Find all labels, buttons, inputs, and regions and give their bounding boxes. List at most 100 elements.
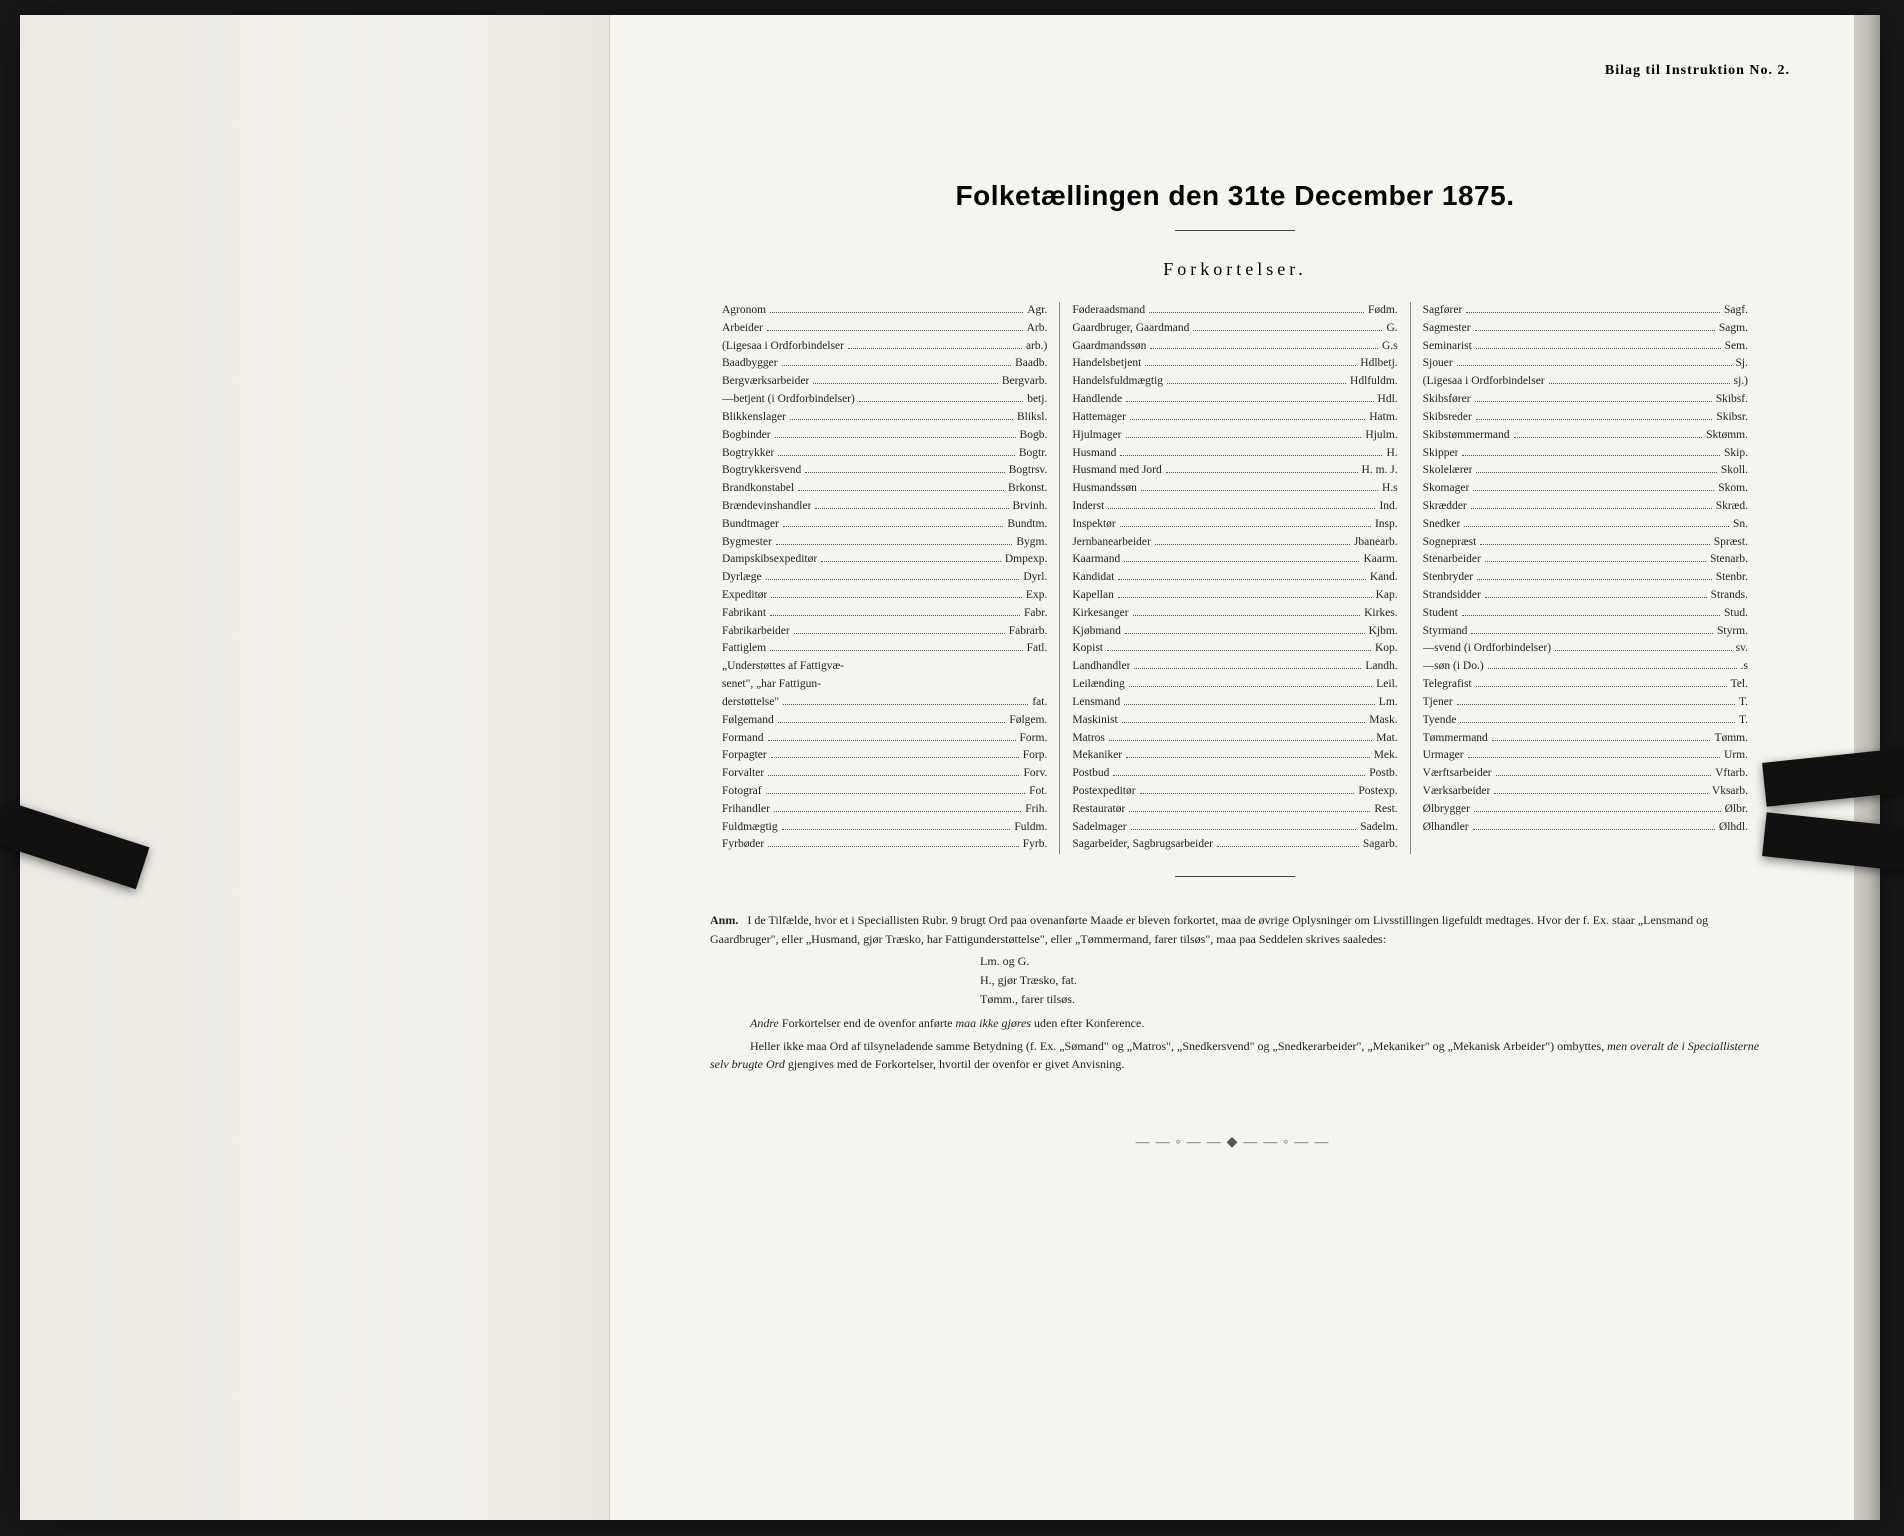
abbrev-row: ArbeiderArb. (722, 320, 1047, 338)
abbrev-term: Matros (1072, 730, 1105, 748)
leader-dots (1475, 330, 1715, 331)
abbrev-row: —betjent (i Ordforbindelser)betj. (722, 391, 1047, 409)
abbrev-term: Stenbryder (1423, 569, 1473, 587)
right-page: Bilag til Instruktion No. 2. Folketællin… (610, 15, 1880, 1520)
abbrev-short: Vksarb. (1712, 783, 1748, 801)
abbrev-short: Bundtm. (1007, 516, 1047, 534)
abbrev-term: —søn (i Do.) (1423, 658, 1484, 676)
abbrev-term: derstøttelse" (722, 694, 779, 712)
abbrev-short: Mask. (1369, 712, 1397, 730)
leader-dots (1494, 793, 1708, 794)
abbrev-row: ForvalterForv. (722, 765, 1047, 783)
leader-dots (1129, 686, 1373, 687)
leader-dots (1109, 740, 1372, 741)
abbrev-short: Urm. (1724, 747, 1748, 765)
leader-dots (1471, 633, 1713, 634)
abbrev-short: Tømm. (1714, 730, 1748, 748)
leader-dots (1126, 437, 1362, 438)
leader-dots (782, 829, 1011, 830)
anm-ex2: H., gjør Træsko, fat. (980, 971, 1760, 990)
leader-dots (1149, 312, 1364, 313)
leader-dots (771, 757, 1019, 758)
leader-dots (1217, 846, 1359, 847)
leader-dots (1496, 775, 1711, 776)
abbrev-row: FøderaadsmandFødm. (1072, 302, 1397, 320)
leader-dots (1457, 365, 1732, 366)
abbrev-row: Sagarbeider, SagbrugsarbeiderSagarb. (1072, 836, 1397, 854)
abbrev-short: Bergvarb. (1002, 373, 1047, 391)
abbrev-short: Sagf. (1724, 302, 1748, 320)
abbrev-row: FuldmægtigFuldm. (722, 819, 1047, 837)
leader-dots (1193, 330, 1382, 331)
abbrev-term: —svend (i Ordforbindelser) (1423, 640, 1551, 658)
anm-ex1: Lm. og G. (980, 952, 1760, 971)
abbrev-row: BogtrykkersvendBogtrsv. (722, 462, 1047, 480)
abbrev-term: Landhandler (1072, 658, 1130, 676)
abbrev-short: Ølbr. (1725, 801, 1748, 819)
abbrev-row: HandlendeHdl. (1072, 391, 1397, 409)
abbrev-term: Kopist (1072, 640, 1103, 658)
abbrev-term: Student (1423, 605, 1458, 623)
abbrev-row: FabrikarbeiderFabrarb. (722, 623, 1047, 641)
leader-dots (821, 561, 1001, 562)
abbrev-term: Restauratør (1072, 801, 1125, 819)
abbrev-row: —søn (i Do.).s (1423, 658, 1748, 676)
abbrev-short: Sn. (1733, 516, 1748, 534)
abbrev-row: BlikkenslagerBliksl. (722, 409, 1047, 427)
abbrev-term: Skibsreder (1423, 409, 1472, 427)
abbrev-row: MaskinistMask. (1072, 712, 1397, 730)
abbrev-row: TømmermandTømm. (1423, 730, 1748, 748)
abbrev-row: KirkesangerKirkes. (1072, 605, 1397, 623)
abbrev-short: Agr. (1027, 302, 1047, 320)
abbrev-short: Jbanearb. (1354, 534, 1398, 552)
abbrev-row: TyendeT. (1423, 712, 1748, 730)
abbrev-short: Stenbr. (1716, 569, 1748, 587)
leader-dots (778, 722, 1006, 723)
leader-dots (1457, 704, 1735, 705)
abbrev-short: Skibsf. (1716, 391, 1748, 409)
abbrev-short: G. (1386, 320, 1397, 338)
abbrev-term: Skolelærer (1423, 462, 1473, 480)
abbrev-row: SkipperSkip. (1423, 445, 1748, 463)
leader-dots (1120, 455, 1382, 456)
abbrev-short: Fuldm. (1014, 819, 1047, 837)
abbrev-short: Styrm. (1717, 623, 1748, 641)
abbrev-short: Forp. (1023, 747, 1048, 765)
abbrev-row: Styrmand Styrm. (1423, 623, 1748, 641)
abbrev-row: UrmagerUrm. (1423, 747, 1748, 765)
leader-dots (794, 633, 1005, 634)
abbrev-term: Brændevinshandler (722, 498, 811, 516)
abbrev-row: FattiglemFatl. (722, 640, 1047, 658)
abbrev-term: Gaardmandssøn (1072, 338, 1146, 356)
leader-dots (1166, 472, 1358, 473)
abbrev-short: Skræd. (1716, 498, 1748, 516)
abbrev-row: HattemagerHatm. (1072, 409, 1397, 427)
abbrev-short: Kap. (1376, 587, 1398, 605)
remarks-block: Anm. I de Tilfælde, hvor et i Speciallis… (710, 911, 1760, 1074)
abbrev-short: Skibsr. (1716, 409, 1748, 427)
abbrev-row: SognepræstSpræst. (1423, 534, 1748, 552)
leader-dots (1476, 686, 1727, 687)
abbrev-row: HandelsbetjentHdlbetj. (1072, 355, 1397, 373)
abbrev-row: FølgemandFølgem. (722, 712, 1047, 730)
leader-dots (1460, 722, 1735, 723)
abbrev-short: Bogtr. (1019, 445, 1047, 463)
abbrev-short: Ind. (1379, 498, 1397, 516)
leader-dots (1485, 561, 1706, 562)
abbrev-short: Postexp. (1358, 783, 1397, 801)
abbrev-term: Sagmester (1423, 320, 1471, 338)
abbrev-short: Mat. (1376, 730, 1397, 748)
abbrev-row: (Ligesaa i Ordforbindelserarb.) (722, 338, 1047, 356)
leader-dots (1485, 597, 1707, 598)
abbrev-short: Kand. (1370, 569, 1398, 587)
abbrev-short: Strands. (1711, 587, 1748, 605)
leader-dots (1480, 544, 1709, 545)
abbrev-term: Arbeider (722, 320, 763, 338)
leader-dots (1471, 508, 1712, 509)
abbrev-term: Bogtrykker (722, 445, 774, 463)
abbrev-term: Expeditør (722, 587, 767, 605)
abbrev-short: Insp. (1375, 516, 1398, 534)
abbrev-term: Styrmand (1423, 623, 1468, 641)
abbrev-short: Stenarb. (1710, 551, 1748, 569)
abbrev-row: ØlhandlerØlhdl. (1423, 819, 1748, 837)
